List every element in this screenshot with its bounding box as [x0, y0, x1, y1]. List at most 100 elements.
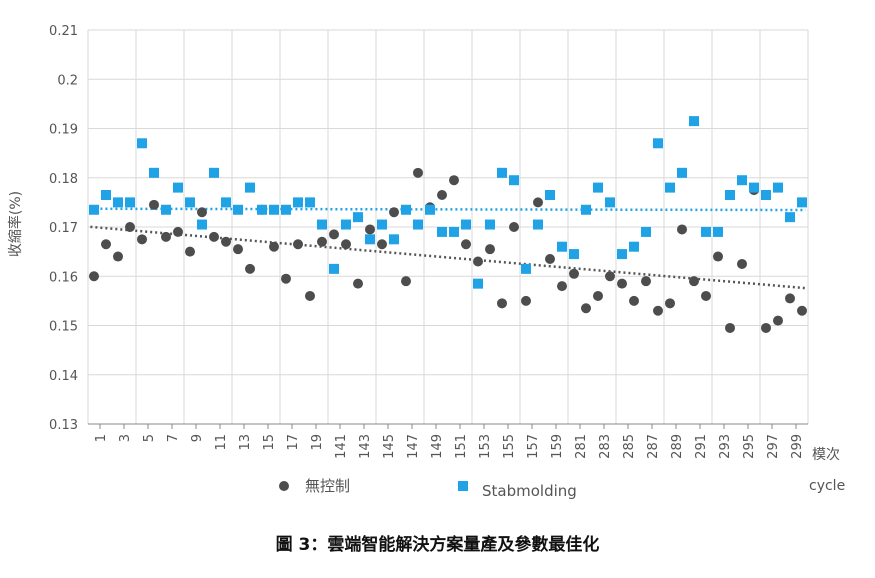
- point-stabmolding: [749, 182, 759, 193]
- point-uncontrolled: [473, 256, 483, 267]
- legend-label-stabmolding: Stabmolding: [482, 482, 577, 500]
- x-tick-label: 11: [214, 434, 229, 451]
- x-axis-ticks: 1 3 5 7 9 11 13 15 17 19 141 143 145 147 149 151 153 155 1…: [94, 424, 805, 459]
- x-tick-label: 299: [790, 434, 805, 459]
- point-stabmolding: [473, 278, 483, 289]
- point-stabmolding: [689, 116, 699, 127]
- point-uncontrolled: [161, 231, 171, 242]
- y-tick-label: 0.2: [57, 73, 78, 88]
- point-stabmolding: [785, 212, 795, 223]
- point-stabmolding: [209, 167, 219, 178]
- point-uncontrolled: [617, 278, 627, 289]
- x-tick-label: 291: [694, 434, 709, 459]
- point-uncontrolled: [497, 298, 507, 309]
- point-stabmolding: [413, 219, 423, 230]
- point-uncontrolled: [113, 251, 123, 262]
- x-tick-label: 3: [118, 434, 133, 442]
- point-stabmolding: [221, 197, 231, 208]
- point-uncontrolled: [761, 322, 771, 333]
- point-uncontrolled: [389, 207, 399, 218]
- point-stabmolding: [629, 241, 639, 252]
- x-tick-label: 13: [238, 434, 253, 451]
- legend-label-uncontrolled: 無控制: [305, 477, 350, 495]
- point-stabmolding: [665, 182, 675, 193]
- legend-marker-stabmolding: [458, 481, 468, 491]
- x-tick-label: 19: [310, 434, 325, 451]
- point-stabmolding: [353, 212, 363, 223]
- point-uncontrolled: [173, 226, 183, 237]
- point-uncontrolled: [317, 236, 327, 247]
- point-uncontrolled: [329, 229, 339, 240]
- point-uncontrolled: [89, 271, 99, 282]
- x-tick-label: 287: [646, 434, 661, 459]
- point-stabmolding: [305, 197, 315, 208]
- point-stabmolding: [701, 226, 711, 237]
- trendline-1: [90, 207, 806, 212]
- point-stabmolding: [89, 204, 99, 215]
- point-uncontrolled: [401, 276, 411, 287]
- y-axis-label: 收縮率(%): [7, 191, 24, 257]
- point-stabmolding: [425, 204, 435, 215]
- point-stabmolding: [125, 197, 135, 208]
- point-uncontrolled: [689, 276, 699, 287]
- y-tick-label: 0.14: [49, 369, 78, 384]
- point-uncontrolled: [125, 222, 135, 232]
- x-tick-label: 157: [526, 434, 541, 459]
- point-uncontrolled: [413, 167, 423, 178]
- point-stabmolding: [497, 167, 507, 178]
- point-uncontrolled: [713, 251, 723, 262]
- point-uncontrolled: [293, 239, 303, 250]
- point-uncontrolled: [569, 268, 579, 279]
- x-tick-label: 15: [262, 434, 277, 451]
- point-stabmolding: [557, 241, 567, 252]
- point-uncontrolled: [773, 315, 783, 326]
- point-stabmolding: [581, 204, 591, 215]
- point-stabmolding: [641, 226, 651, 237]
- figure-caption: 圖 3：雲端智能解決方案量產及參數最佳化: [275, 535, 600, 555]
- y-tick-label: 0.19: [49, 123, 78, 138]
- point-stabmolding: [713, 226, 723, 237]
- point-stabmolding: [377, 219, 387, 230]
- point-stabmolding: [233, 204, 243, 215]
- x-tick-label: 5: [142, 434, 157, 442]
- x-tick-label: 149: [430, 434, 445, 459]
- point-stabmolding: [653, 138, 663, 149]
- point-uncontrolled: [629, 295, 639, 306]
- point-uncontrolled: [797, 305, 807, 316]
- trendlines: [90, 207, 806, 290]
- point-stabmolding: [737, 175, 747, 186]
- point-uncontrolled: [353, 278, 363, 289]
- point-stabmolding: [389, 234, 399, 245]
- data-points: [89, 116, 807, 333]
- point-uncontrolled: [341, 239, 351, 250]
- point-stabmolding: [677, 167, 687, 178]
- point-stabmolding: [113, 197, 123, 208]
- point-stabmolding: [485, 219, 495, 230]
- x-tick-label: 283: [598, 434, 613, 459]
- x-tick-label: 1: [94, 434, 109, 442]
- point-uncontrolled: [185, 246, 195, 257]
- point-uncontrolled: [461, 239, 471, 250]
- point-uncontrolled: [785, 293, 795, 304]
- point-stabmolding: [545, 189, 555, 200]
- y-tick-label: 0.17: [49, 221, 78, 236]
- point-stabmolding: [521, 263, 531, 274]
- point-stabmolding: [773, 182, 783, 193]
- point-stabmolding: [185, 197, 195, 208]
- y-axis-ticks: 0.13 0.14 0.15 0.16 0.17 0.18 0.19 0.2 0.21: [49, 24, 78, 433]
- point-stabmolding: [197, 219, 207, 230]
- y-tick-label: 0.18: [49, 172, 78, 187]
- x-tick-label: 285: [622, 434, 637, 459]
- point-uncontrolled: [533, 197, 543, 208]
- x-tick-label: 297: [766, 434, 781, 459]
- point-stabmolding: [533, 219, 543, 230]
- y-tick-label: 0.16: [49, 270, 78, 285]
- x-tick-label: 281: [574, 434, 589, 459]
- y-tick-label: 0.21: [49, 24, 78, 39]
- point-uncontrolled: [545, 254, 555, 265]
- x-tick-label: 17: [286, 434, 301, 451]
- point-stabmolding: [329, 263, 339, 274]
- x-tick-label: 145: [382, 434, 397, 459]
- point-uncontrolled: [677, 224, 687, 235]
